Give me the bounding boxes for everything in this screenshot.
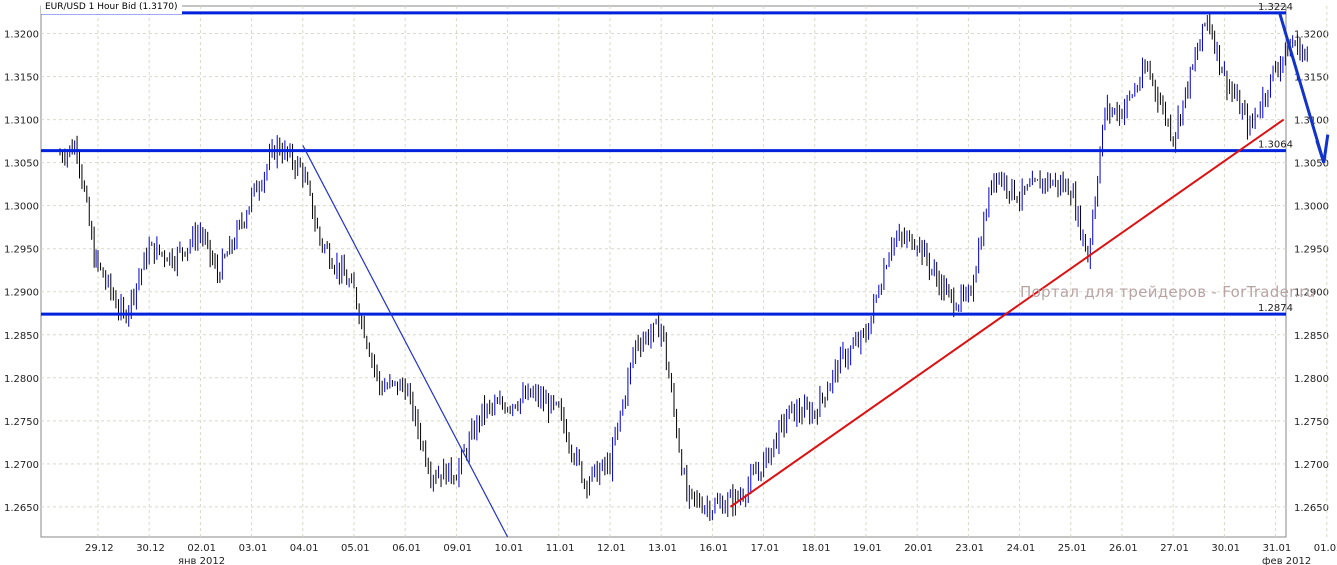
x-tick-label: 13.01 <box>648 543 677 554</box>
projection-arrow <box>1278 12 1326 164</box>
x-tick-label: 06.01 <box>392 543 421 554</box>
month-label: янв 2012 <box>178 556 225 565</box>
x-tick-label: 05.01 <box>341 543 370 554</box>
x-tick-label: 11.01 <box>546 543 575 554</box>
x-tick-label: 30.01 <box>1211 543 1240 554</box>
x-tick-label: 29.12 <box>85 543 114 554</box>
y-tick-label-left: 1.3100 <box>4 116 39 127</box>
x-tick-label: 16.01 <box>699 543 728 554</box>
level-label: 1.3064 <box>1258 140 1293 151</box>
watermark-text: Портал для трейдеров - ForTrader.ru <box>1020 283 1316 301</box>
month-label: фев 2012 <box>1262 556 1311 565</box>
y-tick-label-right: 1.2650 <box>1294 503 1329 514</box>
x-tick-label: 09.01 <box>443 543 472 554</box>
x-tick-label: 24.01 <box>1007 543 1036 554</box>
y-tick-label-left: 1.2750 <box>4 417 39 428</box>
y-tick-label-left: 1.3050 <box>4 159 39 170</box>
projection-arrowhead <box>1315 134 1330 164</box>
y-tick-label-right: 1.2950 <box>1294 245 1329 256</box>
x-tick-label: 25.01 <box>1058 543 1087 554</box>
y-tick-label-left: 1.2900 <box>4 288 39 299</box>
x-tick-label: 02.01 <box>187 543 216 554</box>
y-tick-label-left: 1.2650 <box>4 503 39 514</box>
x-tick-label: 12.01 <box>597 543 626 554</box>
x-tick-label: 01.02 <box>1314 543 1337 554</box>
y-tick-label-right: 1.3050 <box>1294 159 1329 170</box>
y-tick-label-right: 1.2850 <box>1294 331 1329 342</box>
x-tick-label: 19.01 <box>853 543 882 554</box>
y-tick-label-left: 1.3200 <box>4 30 39 41</box>
y-tick-label-right: 1.2750 <box>1294 417 1329 428</box>
y-tick-label-right: 1.3000 <box>1294 202 1329 213</box>
y-tick-label-left: 1.2800 <box>4 374 39 385</box>
x-tick-label: 31.01 <box>1263 543 1292 554</box>
level-label: 1.2874 <box>1258 303 1293 314</box>
y-tick-label-left: 1.3150 <box>4 73 39 84</box>
y-tick-label-left: 1.2850 <box>4 331 39 342</box>
y-tick-label-right: 1.2800 <box>1294 374 1329 385</box>
x-tick-label: 17.01 <box>751 543 780 554</box>
y-tick-label-right: 1.3200 <box>1294 30 1329 41</box>
y-tick-label-left: 1.2700 <box>4 460 39 471</box>
y-tick-label-right: 1.2900 <box>1294 288 1329 299</box>
x-tick-label: 23.01 <box>955 543 984 554</box>
y-tick-label-left: 1.2950 <box>4 245 39 256</box>
x-tick-label: 26.01 <box>1109 543 1138 554</box>
plot-area <box>40 5 1287 538</box>
x-tick-label: 04.01 <box>290 543 319 554</box>
level-label: 1.3224 <box>1258 2 1293 13</box>
x-tick-label: 18.01 <box>802 543 831 554</box>
uptrend-line <box>729 118 1285 508</box>
x-tick-label: 10.01 <box>495 543 524 554</box>
x-tick-label: 20.01 <box>904 543 933 554</box>
x-tick-label: 30.12 <box>136 543 165 554</box>
chart-title: EUR/USD 1 Hour Bid (1.3170) <box>41 0 182 14</box>
y-tick-label-left: 1.3000 <box>4 202 39 213</box>
y-tick-label-right: 1.2700 <box>1294 460 1329 471</box>
price-bars <box>59 11 1308 521</box>
downtrend-line <box>302 145 509 538</box>
x-tick-label: 03.01 <box>239 543 268 554</box>
y-tick-label-right: 1.3150 <box>1294 73 1329 84</box>
x-tick-label: 27.01 <box>1160 543 1189 554</box>
